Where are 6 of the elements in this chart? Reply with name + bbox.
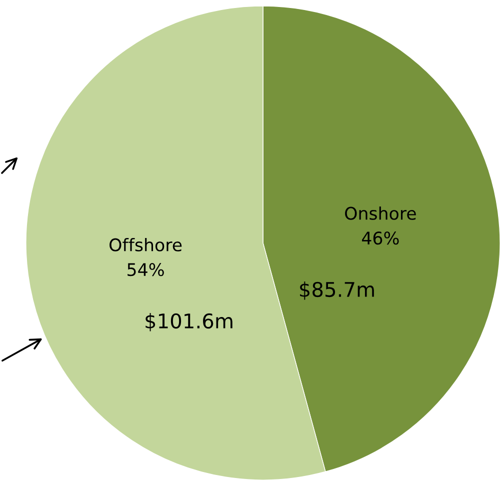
data-label: $85.7m [300, 281, 374, 300]
slice-label: Offshore [110, 238, 182, 252]
text: 46% [362, 232, 399, 245]
text: 54% [128, 263, 164, 276]
data-label: $101.6m [146, 313, 232, 332]
slice-label: Onshore [345, 206, 416, 220]
